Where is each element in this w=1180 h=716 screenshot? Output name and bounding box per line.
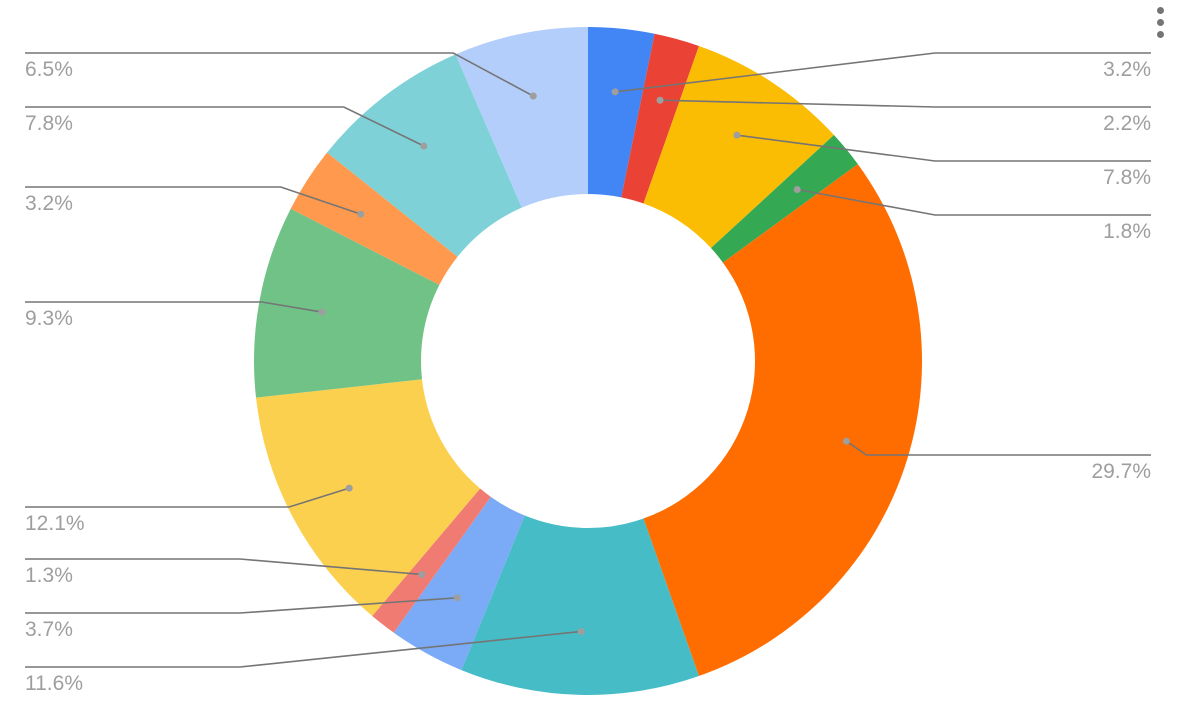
slice-label-8: 12.1% — [25, 512, 85, 535]
leader-dot-11 — [420, 142, 428, 150]
slice-9[interactable] — [253, 208, 440, 398]
leader-line-10 — [25, 186, 362, 215]
leader-lines — [25, 52, 1151, 668]
slice-3[interactable] — [710, 135, 858, 263]
leader-line-4 — [845, 440, 1151, 456]
leader-line-8 — [25, 487, 350, 508]
leader-line-9 — [25, 301, 323, 313]
leader-dot-8 — [345, 484, 353, 492]
leader-dot-5 — [577, 627, 585, 635]
slice-label-7: 1.3% — [25, 564, 73, 587]
leader-line-3 — [797, 188, 1151, 216]
slice-label-5: 11.6% — [25, 672, 83, 695]
slice-10[interactable] — [290, 152, 458, 285]
leader-line-7 — [25, 558, 422, 576]
slice-0[interactable] — [588, 27, 655, 198]
slice-label-11: 7.8% — [25, 112, 73, 135]
slice-label-9: 9.3% — [25, 307, 73, 330]
leader-line-0 — [615, 52, 1151, 93]
leader-dot-12 — [529, 92, 537, 100]
slice-label-1: 2.2% — [1103, 112, 1151, 135]
slice-4[interactable] — [643, 164, 922, 677]
more-vert-icon[interactable] — [1151, 6, 1171, 40]
slice-11[interactable] — [327, 54, 522, 257]
leader-dot-10 — [357, 210, 365, 218]
slice-label-0: 3.2% — [1103, 58, 1151, 81]
leader-line-12 — [25, 52, 534, 97]
leader-dot-9 — [318, 308, 326, 316]
leader-line-11 — [25, 106, 425, 147]
slice-5[interactable] — [461, 515, 699, 696]
slice-6[interactable] — [393, 496, 525, 671]
leader-dot-7 — [418, 570, 426, 578]
slice-label-6: 3.7% — [25, 618, 73, 641]
slice-2[interactable] — [643, 45, 834, 249]
slice-label-2: 7.8% — [1103, 166, 1151, 189]
slice-8[interactable] — [256, 379, 481, 616]
leader-line-2 — [736, 134, 1151, 162]
leader-dot-2 — [733, 131, 741, 139]
slice-7[interactable] — [372, 488, 491, 633]
slice-labels: 3.2% 2.2% 7.8% 1.8% 29.7% 11.6% 3.7% 1.3% 12.1% 9… — [25, 58, 1151, 695]
slice-label-3: 1.8% — [1103, 220, 1151, 243]
leader-dot-4 — [842, 437, 850, 445]
leader-line-6 — [25, 596, 458, 614]
leader-dot-3 — [793, 185, 801, 193]
leader-dot-6 — [453, 594, 461, 602]
leader-dot-1 — [656, 96, 664, 104]
slice-label-4: 29.7% — [1091, 460, 1151, 483]
slice-1[interactable] — [621, 33, 699, 204]
donut-slices — [253, 27, 922, 696]
leader-line-1 — [660, 99, 1151, 108]
slice-label-12: 6.5% — [25, 58, 73, 81]
slice-label-10: 3.2% — [25, 192, 73, 215]
leader-line-5 — [25, 630, 582, 668]
leader-dot-0 — [611, 88, 619, 96]
